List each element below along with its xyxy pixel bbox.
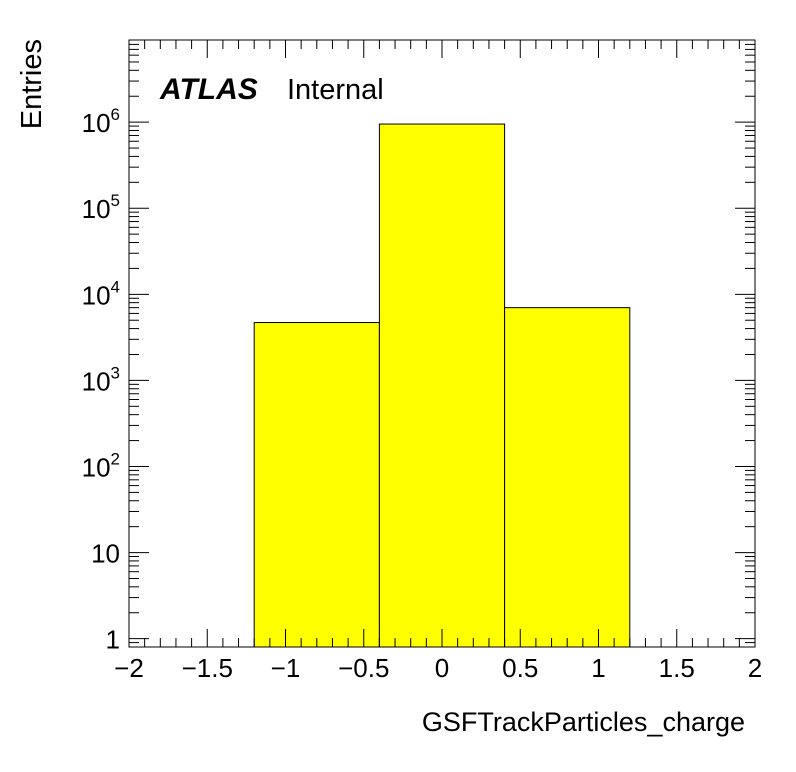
x-tick-label: −1 (271, 653, 301, 683)
x-tick-label: 1 (591, 653, 605, 683)
histogram-bars (253, 123, 631, 648)
histogram-bar (253, 322, 380, 648)
y-axis-title: Entries (16, 39, 48, 129)
y-tick-label: 104 (82, 277, 120, 310)
x-tick-label: −1.5 (182, 653, 233, 683)
y-tick-label: 102 (82, 449, 120, 482)
x-tick-label: 1.5 (659, 653, 695, 683)
y-tick-label: 1 (106, 625, 120, 655)
y-tick-label: 105 (82, 191, 120, 224)
axis-ticks (128, 39, 756, 648)
atlas-label: ATLAS (159, 73, 258, 106)
status-label: Internal (287, 74, 384, 106)
x-tick-label: −2 (114, 653, 144, 683)
x-tick-label: 2 (748, 653, 762, 683)
x-tick-label: −0.5 (338, 653, 389, 683)
tick-labels: −2 −1.5 −1 −0.5 0 0.5 1 1.5 2 1 10 102 103 104 105 106 (82, 105, 763, 683)
histogram-bar (378, 123, 506, 648)
histogram-bar (504, 307, 631, 648)
x-tick-label: 0 (435, 653, 449, 683)
y-tick-label: 106 (82, 105, 120, 138)
x-tick-label: 0.5 (502, 653, 538, 683)
y-tick-label: 10 (91, 539, 120, 569)
x-axis-title: GSFTrackParticles_charge (422, 707, 745, 737)
y-tick-label: 103 (82, 363, 120, 396)
